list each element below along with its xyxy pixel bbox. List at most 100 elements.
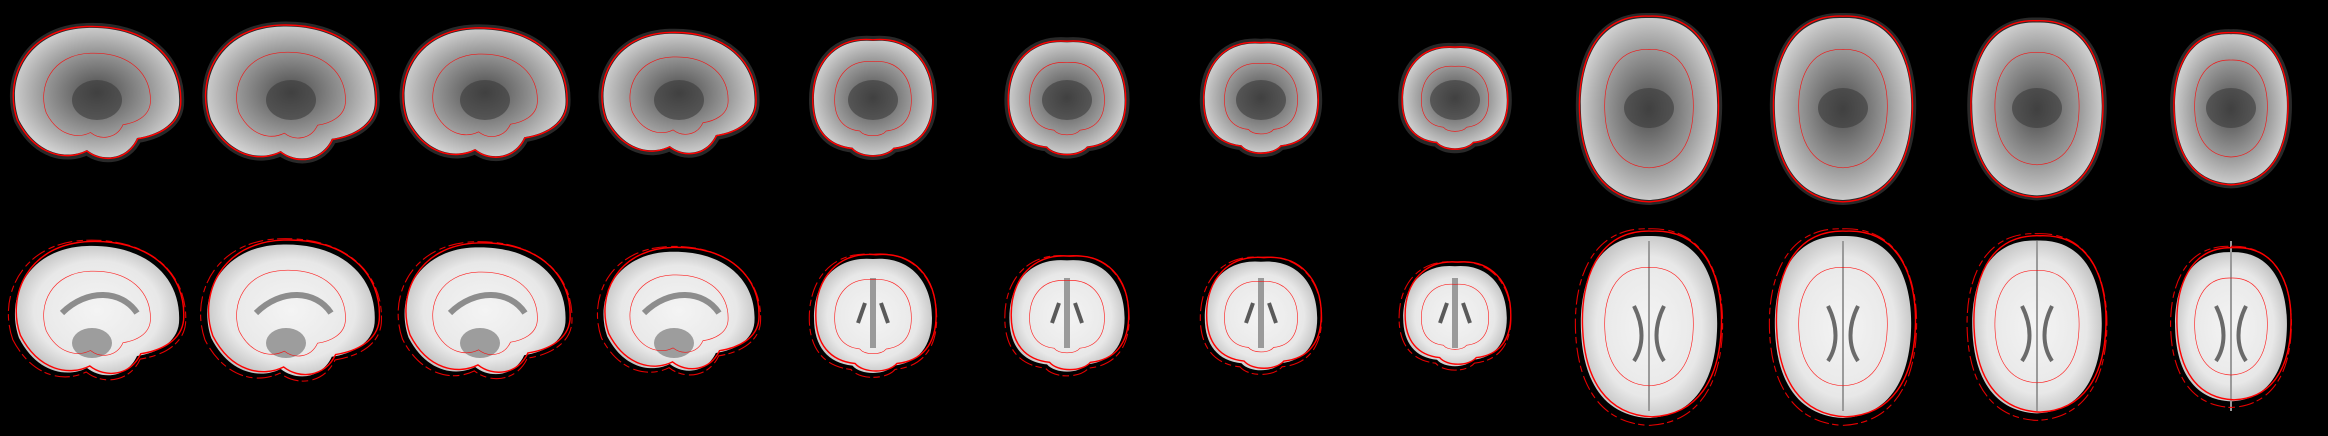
registration-contour	[1202, 41, 1319, 154]
inner-contour	[1421, 65, 1489, 132]
inner-contour	[1604, 49, 1694, 169]
functional-sagittal-slice-2	[194, 0, 388, 218]
functional-sagittal-slice-3	[388, 0, 582, 218]
inner-contour	[629, 274, 729, 353]
outer-contour	[1398, 261, 1512, 371]
functional-axial-slice-4	[2134, 0, 2328, 218]
brain-tissue	[404, 247, 566, 375]
registration-contour	[1775, 230, 1917, 418]
registration-contour	[402, 27, 568, 158]
coronal-slice-image	[1199, 256, 1323, 375]
inner-contour	[1994, 52, 2080, 166]
template-sagittal-slice-4	[582, 218, 776, 436]
inner-contour	[834, 61, 912, 137]
inner-contour	[2194, 277, 2268, 376]
registration-contour	[1578, 15, 1720, 203]
sagittal-slice-image	[7, 239, 187, 381]
registration-contour	[1007, 40, 1127, 156]
inner-contour	[1798, 267, 1888, 387]
inner-contour	[1421, 283, 1489, 350]
registration-contour	[1401, 46, 1509, 150]
registration-contour	[1581, 230, 1723, 418]
template-axial-slice-1	[1552, 218, 1746, 436]
functional-sagittal-slice-4	[582, 0, 776, 218]
axial-slice-image	[1574, 228, 1724, 426]
registration-contour	[208, 239, 380, 376]
template-coronal-slice-4	[1358, 218, 1552, 436]
registration-contour	[1205, 256, 1322, 369]
coronal-slice-image	[1199, 38, 1323, 158]
axial-slice-image	[1967, 17, 2107, 201]
functional-slices-row	[0, 0, 2328, 218]
inner-contour	[834, 279, 912, 355]
template-coronal-slice-1	[776, 218, 970, 436]
sagittal-slice-image	[397, 241, 573, 380]
registration-contour	[2173, 31, 2289, 186]
inner-contour	[1029, 62, 1105, 136]
outer-contour	[7, 239, 187, 381]
registration-contour	[205, 24, 377, 161]
registration-contour	[405, 242, 571, 373]
inner-contour	[2194, 59, 2268, 158]
outer-contour	[1004, 255, 1130, 377]
axial-slice-image	[1769, 12, 1917, 206]
outer-contour	[397, 241, 573, 380]
template-axial-slice-4	[2134, 218, 2328, 436]
inner-contour	[1224, 281, 1298, 353]
template-coronal-slice-3	[1164, 218, 1358, 436]
outer-contour	[1574, 228, 1724, 426]
functional-coronal-slice-2	[970, 0, 1164, 218]
brain-tissue	[603, 251, 755, 371]
inner-contour	[1224, 63, 1298, 135]
registration-contour	[15, 240, 185, 374]
functional-coronal-slice-4	[1358, 0, 1552, 218]
axial-slice-image	[1768, 228, 1918, 426]
coronal-slice-image	[808, 253, 938, 378]
brain-tissue	[207, 244, 375, 377]
template-axial-slice-2	[1746, 218, 1940, 436]
sagittal-slice-image	[597, 245, 762, 376]
brain-tissue	[14, 245, 180, 376]
template-sagittal-slice-1	[0, 218, 194, 436]
registration-contour	[812, 38, 934, 157]
registration-contour	[2176, 246, 2292, 401]
inner-contour	[629, 56, 729, 135]
registration-contour	[1010, 255, 1130, 371]
inner-contour	[1604, 267, 1694, 387]
sagittal-slice-image	[202, 21, 380, 164]
inner-contour	[432, 53, 538, 137]
axial-slice-image	[1575, 12, 1723, 206]
axial-slice-image	[1966, 233, 2108, 421]
functional-coronal-slice-1	[776, 0, 970, 218]
coronal-slice-image	[1398, 43, 1512, 154]
outer-contour	[1768, 228, 1918, 426]
axial-slice-image	[2170, 241, 2292, 411]
sagittal-slice-image	[200, 238, 382, 382]
inner-contour	[1798, 49, 1888, 169]
registration-contour	[1772, 15, 1914, 203]
outer-contour	[1966, 233, 2108, 421]
template-axial-slice-3	[1940, 218, 2134, 436]
template-coronal-slice-2	[970, 218, 1164, 436]
functional-axial-slice-3	[1940, 0, 2134, 218]
inner-contour	[1994, 270, 2080, 384]
functional-coronal-slice-3	[1164, 0, 1358, 218]
template-sagittal-slice-2	[194, 218, 388, 436]
sagittal-slice-image	[399, 24, 571, 162]
inner-contour	[1029, 280, 1105, 354]
registration-contour	[601, 31, 757, 155]
template-slices-row	[0, 218, 2328, 436]
coronal-slice-image	[1398, 261, 1512, 371]
coronal-slice-image	[1004, 37, 1130, 159]
sagittal-slice-image	[598, 28, 760, 158]
outer-contour	[200, 238, 382, 382]
functional-sagittal-slice-1	[0, 0, 194, 218]
sagittal-slice-image	[10, 22, 185, 163]
axial-slice-image	[2170, 29, 2292, 189]
functional-axial-slice-2	[1746, 0, 1940, 218]
outer-contour	[2170, 245, 2292, 408]
inner-contour	[432, 271, 538, 355]
coronal-slice-image	[808, 35, 938, 160]
functional-axial-slice-1	[1552, 0, 1746, 218]
